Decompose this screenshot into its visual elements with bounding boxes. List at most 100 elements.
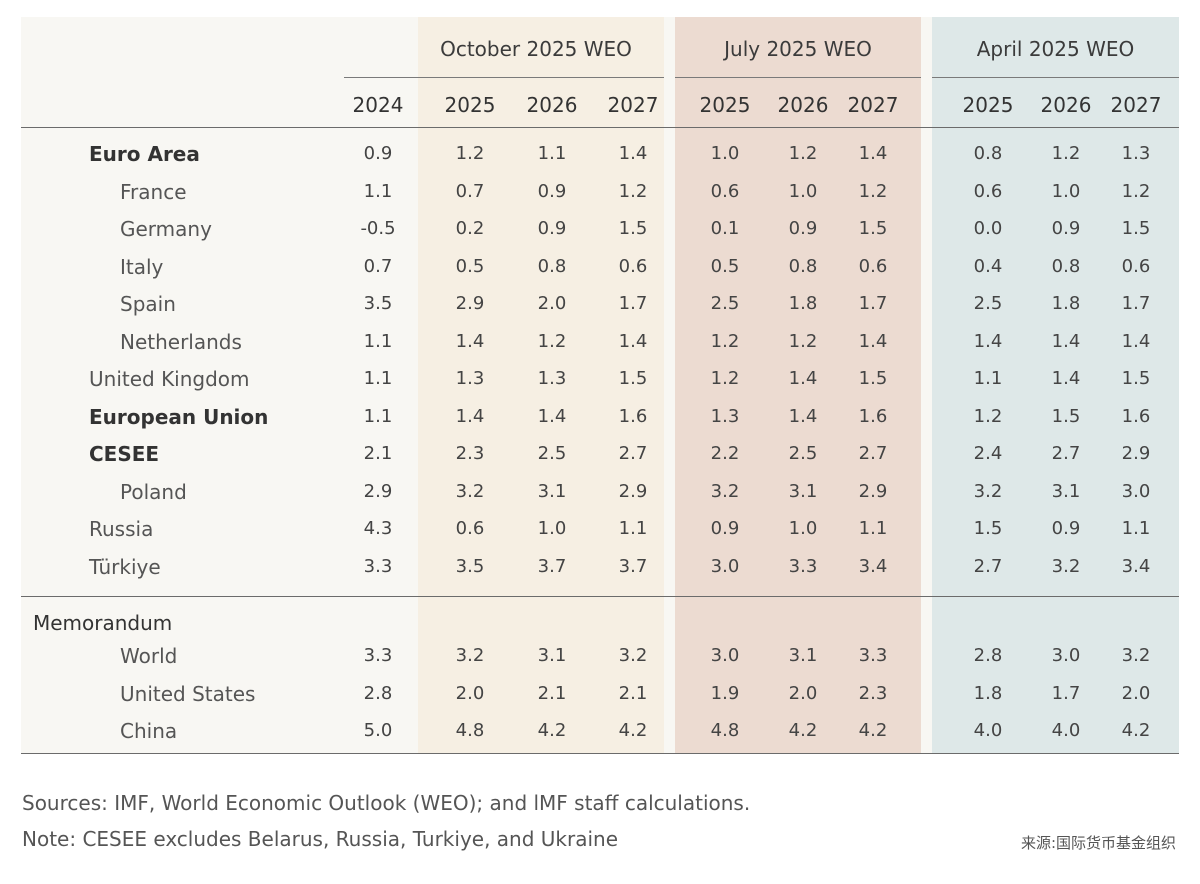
table-cell: 1.1 bbox=[363, 405, 393, 427]
table-cell: 3.0 bbox=[710, 645, 740, 666]
table-cell: 1.4 bbox=[618, 143, 648, 164]
row-label: Spain bbox=[120, 292, 176, 316]
table-cell: 0.1 bbox=[710, 218, 740, 239]
table-cell: 3.7 bbox=[537, 555, 567, 577]
year-header: 2025 bbox=[699, 93, 751, 117]
row-label: CESEE bbox=[89, 442, 160, 466]
table-cell: 1.5 bbox=[858, 218, 888, 239]
table-cell: 1.5 bbox=[973, 518, 1003, 539]
table-cell: 3.5 bbox=[455, 555, 485, 577]
table-cell: 1.4 bbox=[455, 405, 485, 427]
table-cell: 1.1 bbox=[363, 180, 393, 202]
group-header-july: July 2025 WEO bbox=[724, 37, 872, 61]
table-cell: 1.5 bbox=[1121, 218, 1151, 239]
table-cell: 0.8 bbox=[1051, 255, 1081, 277]
table-cell: 0.0 bbox=[973, 218, 1003, 239]
table-cell: 3.3 bbox=[363, 555, 393, 577]
table-cell: 3.2 bbox=[710, 480, 740, 502]
table-cell: 2.9 bbox=[618, 480, 648, 502]
table-cell: 3.0 bbox=[1051, 645, 1081, 666]
table-cell: 1.4 bbox=[788, 405, 818, 427]
table-cell: 1.5 bbox=[1121, 368, 1151, 389]
group-header-rule-april bbox=[932, 77, 1179, 78]
table-cell: 4.3 bbox=[363, 518, 393, 539]
table-cell: 1.7 bbox=[1051, 682, 1081, 704]
table-cell: 2.0 bbox=[455, 682, 485, 704]
table-cell: 2.7 bbox=[973, 555, 1003, 577]
table-cell: 0.6 bbox=[1121, 255, 1151, 277]
table-cell: 4.2 bbox=[618, 720, 648, 741]
table-cell: 2.1 bbox=[537, 682, 567, 704]
table-cell: 2.0 bbox=[788, 682, 818, 704]
year-header: 2027 bbox=[1110, 93, 1162, 117]
table-cell: 2.7 bbox=[1051, 443, 1081, 464]
table-cell: 1.0 bbox=[1051, 180, 1081, 202]
group-header-april: April 2025 WEO bbox=[976, 37, 1135, 61]
year-header: 2025 bbox=[444, 93, 496, 117]
table-cell: 0.9 bbox=[537, 218, 567, 239]
table-cell: 3.1 bbox=[537, 645, 567, 666]
table-cell: 0.6 bbox=[973, 180, 1003, 202]
table-cell: 0.5 bbox=[455, 255, 485, 277]
table-cell: 2.5 bbox=[710, 293, 740, 314]
table-cell: 1.3 bbox=[1121, 143, 1151, 164]
table-cell: -0.5 bbox=[360, 218, 396, 239]
table-cell: 1.4 bbox=[455, 330, 485, 352]
sources-note: Sources: IMF, World Economic Outlook (WE… bbox=[22, 791, 751, 815]
table-cell: 3.2 bbox=[973, 480, 1003, 502]
year-header: 2027 bbox=[607, 93, 659, 117]
year-header: 2025 bbox=[962, 93, 1014, 117]
row-label: Russia bbox=[89, 517, 154, 541]
table-cell: 0.9 bbox=[710, 518, 740, 539]
table-cell: 1.1 bbox=[363, 330, 393, 352]
table-cell: 1.1 bbox=[1121, 518, 1151, 539]
header-bottom-rule bbox=[21, 127, 1179, 128]
table-cell: 3.0 bbox=[1121, 480, 1151, 502]
table-cell: 2.5 bbox=[973, 293, 1003, 314]
row-label: European Union bbox=[89, 404, 269, 429]
table-cell: 1.4 bbox=[618, 330, 648, 352]
table-cell: 1.0 bbox=[788, 180, 818, 202]
table-cell: 1.7 bbox=[618, 293, 648, 314]
table-cell: 2.1 bbox=[618, 682, 648, 704]
october-weo-band bbox=[418, 17, 664, 754]
row-label: France bbox=[120, 179, 187, 204]
year-header: 2026 bbox=[777, 93, 829, 117]
table-cell: 1.5 bbox=[858, 368, 888, 389]
table-cell: 2.5 bbox=[537, 443, 567, 464]
table-cell: 1.1 bbox=[363, 368, 393, 389]
row-label: Türkiye bbox=[89, 554, 161, 579]
table-cell: 0.8 bbox=[537, 255, 567, 277]
table-cell: 1.7 bbox=[858, 293, 888, 314]
table-cell: 1.2 bbox=[788, 330, 818, 352]
group-header-rule-july bbox=[675, 77, 921, 78]
table-cell: 3.0 bbox=[710, 555, 740, 577]
table-cell: 0.7 bbox=[455, 180, 485, 202]
table-cell: 1.6 bbox=[858, 405, 888, 427]
year-header: 2027 bbox=[847, 93, 899, 117]
table-cell: 1.6 bbox=[1121, 405, 1151, 427]
table-cell: 0.6 bbox=[710, 180, 740, 202]
row-label: Euro Area bbox=[89, 142, 200, 166]
table-cell: 1.1 bbox=[537, 143, 567, 164]
table-cell: 5.0 bbox=[363, 720, 393, 741]
table-bottom-rule bbox=[21, 753, 1179, 754]
table-cell: 0.6 bbox=[858, 255, 888, 277]
table-cell: 2.7 bbox=[858, 443, 888, 464]
row-label: Italy bbox=[120, 254, 164, 279]
table-cell: 4.8 bbox=[455, 720, 485, 741]
table-cell: 3.2 bbox=[1051, 555, 1081, 577]
table-cell: 0.6 bbox=[455, 518, 485, 539]
table-cell: 4.2 bbox=[1121, 720, 1151, 741]
table-cell: 3.2 bbox=[455, 480, 485, 502]
table-cell: 3.1 bbox=[788, 645, 818, 666]
table-cell: 0.2 bbox=[455, 218, 485, 239]
table-cell: 3.1 bbox=[537, 480, 567, 502]
row-label: Poland bbox=[120, 479, 187, 504]
table-cell: 2.4 bbox=[973, 443, 1003, 464]
table-cell: 2.9 bbox=[858, 480, 888, 502]
year-header: 2026 bbox=[526, 93, 578, 117]
table-cell: 1.9 bbox=[710, 682, 740, 704]
table-cell: 1.8 bbox=[1051, 293, 1081, 314]
table-cell: 4.0 bbox=[1051, 720, 1081, 741]
